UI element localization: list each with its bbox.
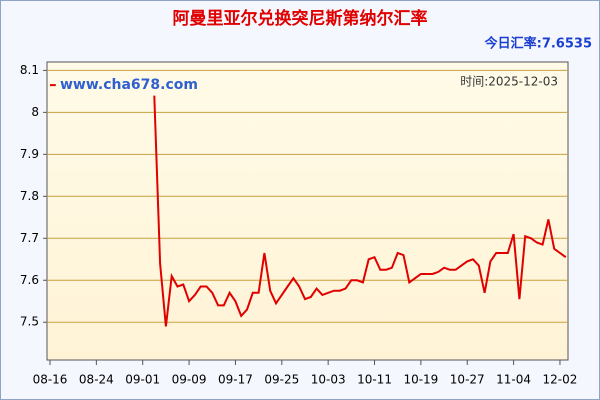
y-tick-label: 7.5 — [20, 315, 39, 329]
y-tick-label: 7.8 — [20, 189, 39, 203]
date-text: 时间:2025-12-03 — [460, 75, 558, 89]
chart-title: 阿曼里亚尔兑换突尼斯第纳尔汇率 — [173, 8, 428, 29]
x-tick-label: 09-01 — [125, 373, 160, 387]
watermark: www.cha678.com — [60, 77, 198, 93]
y-tick-label: 7.6 — [20, 273, 39, 287]
y-tick-label: 8 — [31, 105, 39, 119]
x-tick-label: 10-27 — [450, 373, 485, 387]
current-rate: 今日汇率:7.6535 — [484, 36, 592, 52]
line — [50, 84, 567, 327]
x-tick-label: 12-02 — [543, 373, 578, 387]
x-tick-label: 08-16 — [33, 373, 68, 387]
y-tick-label: 7.7 — [20, 231, 39, 245]
x-tick-label: 10-03 — [311, 373, 346, 387]
x-tick-label: 09-25 — [264, 373, 299, 387]
y-tick-label: 7.9 — [20, 147, 39, 161]
y-tick-label: 8.1 — [20, 63, 39, 77]
x-tick-label: 10-11 — [357, 373, 392, 387]
x-tick-label: 11-04 — [496, 373, 531, 387]
plot-area — [46, 61, 569, 361]
x-tick-label: 08-24 — [79, 373, 114, 387]
x-tick-label: 09-17 — [218, 373, 253, 387]
x-tick-label: 09-09 — [172, 373, 207, 387]
x-tick-label: 10-19 — [403, 373, 438, 387]
